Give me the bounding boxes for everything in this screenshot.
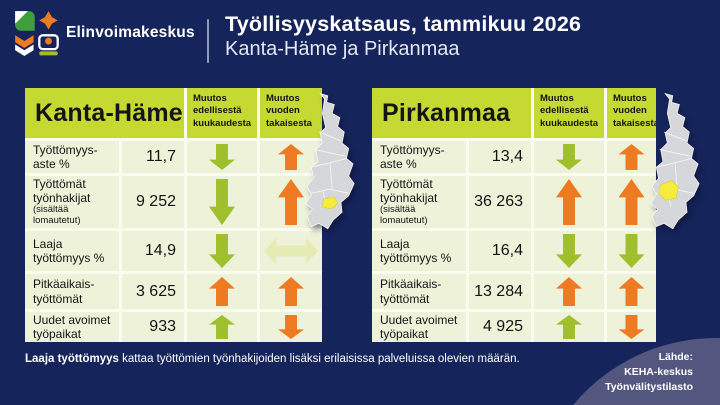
source-line: Työnvälitystilasto [605, 381, 693, 393]
trend-arrow-month [556, 179, 582, 225]
row-value: 36 263 [466, 176, 531, 228]
region-title: Kanta-Häme [35, 98, 183, 127]
table-row: Laaja työttömyys % 14,9 [25, 228, 322, 271]
row-value: 9 252 [119, 176, 184, 228]
header-divider [207, 19, 209, 63]
row-value: 11,7 [119, 141, 184, 173]
row-label: Uudet avoimet työpaikat [380, 312, 458, 341]
table-row: Pitkäaikais-työttömät 3 625 [25, 271, 322, 309]
row-label: Työttömät työnhakijat [33, 176, 91, 206]
column-header-month: Muutos edellisestä kuukaudesta [531, 88, 604, 138]
region-title: Pirkanmaa [382, 98, 511, 127]
table-row: Työttömyys-aste % 11,7 [25, 138, 322, 173]
finland-map-kanta-hame [305, 92, 355, 230]
trend-arrow-year [618, 179, 645, 225]
footnote-lead: Laaja työttömyys [25, 353, 119, 365]
trend-arrow-month [209, 234, 235, 268]
trend-arrow-year [618, 234, 645, 268]
row-label: Työttömyys-aste % [380, 142, 445, 171]
footnote: Laaja työttömyys kattaa työttömien työnh… [25, 353, 520, 365]
trend-arrow-month [556, 234, 582, 268]
source-line: Lähde: [658, 351, 693, 363]
trend-arrow-month [209, 179, 235, 225]
row-value: 16,4 [466, 231, 531, 271]
logo-text: Elinvoimakeskus [66, 24, 195, 41]
column-header-year: Muutos vuoden takaisesta [257, 88, 322, 138]
finland-map-pirkanmaa [650, 92, 700, 230]
trend-arrow-month [209, 277, 235, 306]
table-header: Pirkanmaa Muutos edellisestä kuukaudesta… [372, 88, 656, 138]
table-row: Työttömyys-aste % 13,4 [372, 138, 656, 173]
row-sublabel: (sisältää lomautetut) [380, 204, 428, 227]
trend-arrow-year [278, 277, 304, 306]
row-value: 14,9 [119, 231, 184, 271]
footnote-rest: kattaa työttömien työnhakijoiden lisäksi… [118, 353, 520, 365]
row-label: Uudet avoimet työpaikat [33, 312, 111, 341]
table-row: Pitkäaikais-työttömät 13 284 [372, 271, 656, 309]
row-label: Pitkäaikais-työttömät [33, 277, 95, 306]
row-value: 13,4 [466, 141, 531, 173]
region-panel-kanta-hame: Kanta-Häme Muutos edellisestä kuukaudest… [25, 88, 322, 342]
elinvoimakeskus-logo-icon [15, 11, 59, 56]
column-header-year: Muutos vuoden takaisesta [604, 88, 656, 138]
row-label: Työttömät työnhakijat [380, 176, 438, 206]
row-value: 3 625 [119, 274, 184, 309]
table-row: Uudet avoimet työpaikat 4 925 [372, 309, 656, 342]
table-row: Työttömät työnhakijat (sisältää lomautetu… [372, 173, 656, 228]
row-label: Pitkäaikais-työttömät [380, 277, 442, 306]
table-header: Kanta-Häme Muutos edellisestä kuukaudest… [25, 88, 322, 138]
trend-arrow-month [556, 315, 582, 339]
row-label: Laaja työttömyys % [380, 236, 452, 265]
table-row: Laaja työttömyys % 16,4 [372, 228, 656, 271]
column-header-month: Muutos edellisestä kuukaudesta [184, 88, 257, 138]
trend-arrow-month [209, 315, 235, 339]
region-panel-pirkanmaa: Pirkanmaa Muutos edellisestä kuukaudesta… [372, 88, 656, 342]
trend-arrow-year [618, 144, 645, 170]
source-line: KEHA-keskus [624, 366, 693, 378]
trend-arrow-year [618, 315, 645, 339]
trend-arrow-month [556, 144, 582, 170]
trend-arrow-month [556, 277, 582, 306]
trend-arrow-year [278, 315, 304, 339]
page-title: Työllisyyskatsaus, tammikuu 2026 [225, 12, 582, 36]
page-subtitle: Kanta-Häme ja Pirkanmaa [225, 38, 460, 60]
row-value: 13 284 [466, 274, 531, 309]
trend-arrow-year [618, 277, 645, 306]
table-row: Uudet avoimet työpaikat 933 [25, 309, 322, 342]
trend-arrow-month [209, 144, 235, 170]
row-label: Laaja työttömyys % [33, 236, 105, 265]
source-attribution: Lähde: KEHA-keskus Työnvälitystilasto [605, 350, 693, 395]
row-value: 933 [119, 312, 184, 342]
row-value: 4 925 [466, 312, 531, 342]
row-label: Työttömyys-aste % [33, 142, 98, 171]
table-row: Työttömät työnhakijat (sisältää lomautetu… [25, 173, 322, 228]
row-sublabel: (sisältää lomautetut) [33, 204, 81, 227]
